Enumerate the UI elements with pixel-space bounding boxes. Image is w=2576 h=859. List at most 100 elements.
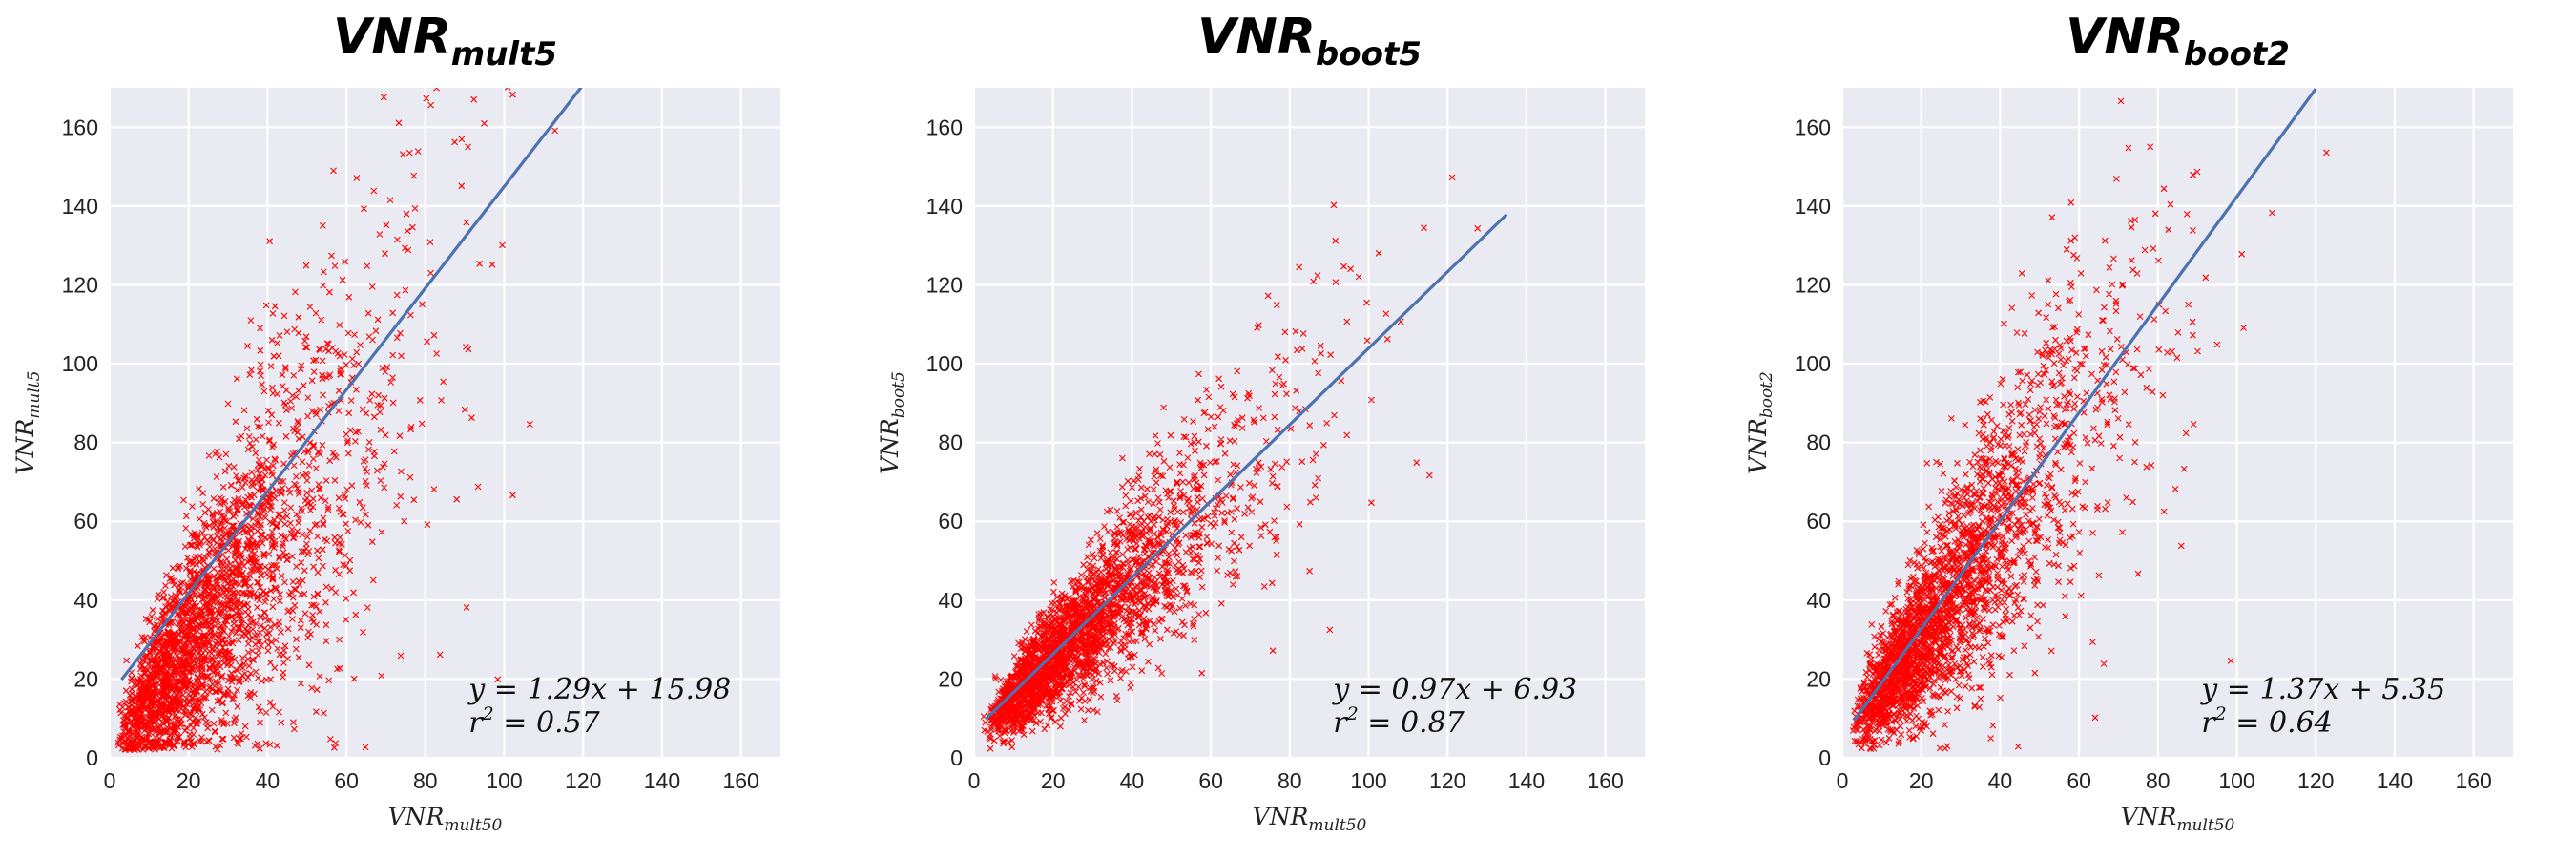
y-axis-label-main: VNR	[11, 419, 39, 475]
r-squared-lhs: r	[1333, 706, 1348, 740]
x-tick-label: 120	[1429, 768, 1465, 793]
y-tick-label: 40	[938, 588, 963, 613]
x-axis-label-subscript: mult50	[444, 816, 502, 835]
y-axis-label-main: VNR	[876, 418, 904, 474]
plot-area	[1842, 88, 2513, 758]
x-axis-label-main: VNR	[1253, 803, 1309, 830]
y-tick-label: 140	[926, 194, 963, 219]
y-tick-label: 160	[1795, 115, 1831, 139]
y-tick-label: 160	[62, 115, 98, 139]
x-axis-label: VNRmult50	[2121, 803, 2235, 835]
x-tick-label: 120	[565, 768, 601, 793]
chart-title-main: VNR	[2066, 9, 2184, 66]
y-tick-label: 20	[73, 666, 98, 691]
y-tick-label: 120	[62, 272, 98, 297]
r-squared: r2 = 0.57	[468, 703, 600, 740]
x-tick-label: 100	[486, 768, 522, 793]
x-tick-label: 40	[256, 768, 280, 793]
chart-title: VNRboot2	[2066, 9, 2290, 73]
r-squared-value: = 0.64	[2227, 706, 2333, 740]
x-tick-label: 0	[968, 768, 981, 793]
scatter-points	[114, 88, 558, 754]
y-tick-label: 160	[926, 115, 963, 139]
r-squared-exponent: 2	[2214, 703, 2227, 724]
y-tick-label: 80	[938, 430, 963, 455]
regression-line	[120, 88, 583, 681]
r-squared-value: = 0.87	[1359, 706, 1465, 740]
y-tick-label: 120	[1795, 272, 1831, 297]
x-tick-label: 20	[1909, 768, 1934, 793]
r-squared-lhs: r	[468, 706, 484, 740]
y-axis-label-main: VNR	[1744, 418, 1772, 474]
x-tick-label: 80	[1278, 768, 1302, 793]
chart-panel-3: 0 20 40 60 80 100 120 140 160 0 20 40 60 80 100 120 140 1…	[1744, 9, 2513, 835]
x-tick-label: 0	[104, 768, 116, 793]
x-tick-label: 80	[413, 768, 438, 793]
y-tick-label: 20	[1806, 666, 1831, 691]
r-squared-exponent: 2	[1346, 703, 1359, 724]
x-axis-label-subscript: mult50	[1308, 816, 1366, 835]
y-tick-label: 140	[1795, 194, 1831, 219]
y-tick-label: 0	[1818, 745, 1831, 770]
y-tick-label: 100	[1795, 351, 1831, 376]
grid	[972, 88, 1645, 760]
y-tick-label: 20	[938, 666, 963, 691]
x-axis-label: VNRmult50	[1253, 803, 1367, 835]
y-tick-label: 0	[86, 745, 98, 770]
x-tick-label: 40	[1988, 768, 2013, 793]
panels: 0 20 40 60 80 100 120 140 1600204060801001201401…	[11, 9, 2513, 835]
x-tick-label: 160	[722, 768, 758, 793]
grid	[108, 88, 780, 760]
y-tick-label: 120	[926, 272, 963, 297]
x-tick-label: 20	[177, 768, 201, 793]
y-tick-label: 60	[73, 509, 98, 534]
chart-title-main: VNR	[1197, 9, 1316, 66]
y-tick-label: 40	[1806, 588, 1831, 613]
x-tick-label: 160	[1587, 768, 1623, 793]
y-axis-label: VNRboot2	[1744, 371, 1776, 474]
y-tick-label: 60	[938, 509, 963, 534]
regression-line	[985, 213, 1508, 721]
y-tick-label: 100	[926, 351, 963, 376]
y-tick-label: 40	[73, 588, 98, 613]
chart-title: VNRmult5	[333, 9, 557, 73]
x-tick-label: 100	[1350, 768, 1386, 793]
chart-panel-2: 0 20 40 60 80 100 120 140 160 0 20 40 60 80 100 120 140 1…	[876, 9, 1645, 835]
r-squared: r2 = 0.87	[1333, 703, 1465, 740]
chart-title-subscript: mult5	[451, 35, 557, 73]
chart-title: VNRboot5	[1197, 9, 1422, 73]
y-tick-label: 0	[950, 745, 963, 770]
fit-equation: y = 1.29x + 15.98	[467, 673, 731, 706]
y-tick-label: 60	[1806, 509, 1831, 534]
chart-title-subscript: boot5	[1316, 35, 1422, 73]
r-squared-lhs: r	[2201, 706, 2216, 740]
x-tick-label: 0	[1837, 768, 1849, 793]
x-tick-label: 100	[2218, 768, 2254, 793]
y-axis-label-subscript: mult5	[25, 371, 44, 419]
y-axis-label-subscript: boot2	[1757, 371, 1776, 418]
x-tick-label: 160	[2455, 768, 2491, 793]
r-squared-value: = 0.57	[494, 706, 601, 740]
fit-equation: y = 0.97x + 6.93	[1331, 673, 1577, 706]
x-tick-label: 60	[334, 768, 359, 793]
r-squared: r2 = 0.64	[2201, 703, 2332, 740]
y-axis-label-subscript: boot5	[889, 371, 908, 418]
x-tick-label: 140	[2377, 768, 2413, 793]
fit-equation: y = 1.37x + 5.35	[2199, 673, 2445, 706]
x-tick-label: 140	[644, 768, 680, 793]
x-axis-label-subscript: mult50	[2176, 816, 2234, 835]
chart-title-main: VNR	[333, 9, 451, 66]
x-axis-label: VNRmult50	[388, 803, 503, 835]
x-tick-label: 120	[2297, 768, 2334, 793]
scatter-points	[980, 174, 1482, 752]
y-tick-label: 80	[1806, 430, 1831, 455]
y-tick-label: 80	[73, 430, 98, 455]
r-squared-exponent: 2	[482, 703, 494, 724]
x-tick-label: 60	[1198, 768, 1223, 793]
x-axis-label-main: VNR	[2121, 803, 2177, 830]
y-tick-label: 100	[62, 351, 98, 376]
